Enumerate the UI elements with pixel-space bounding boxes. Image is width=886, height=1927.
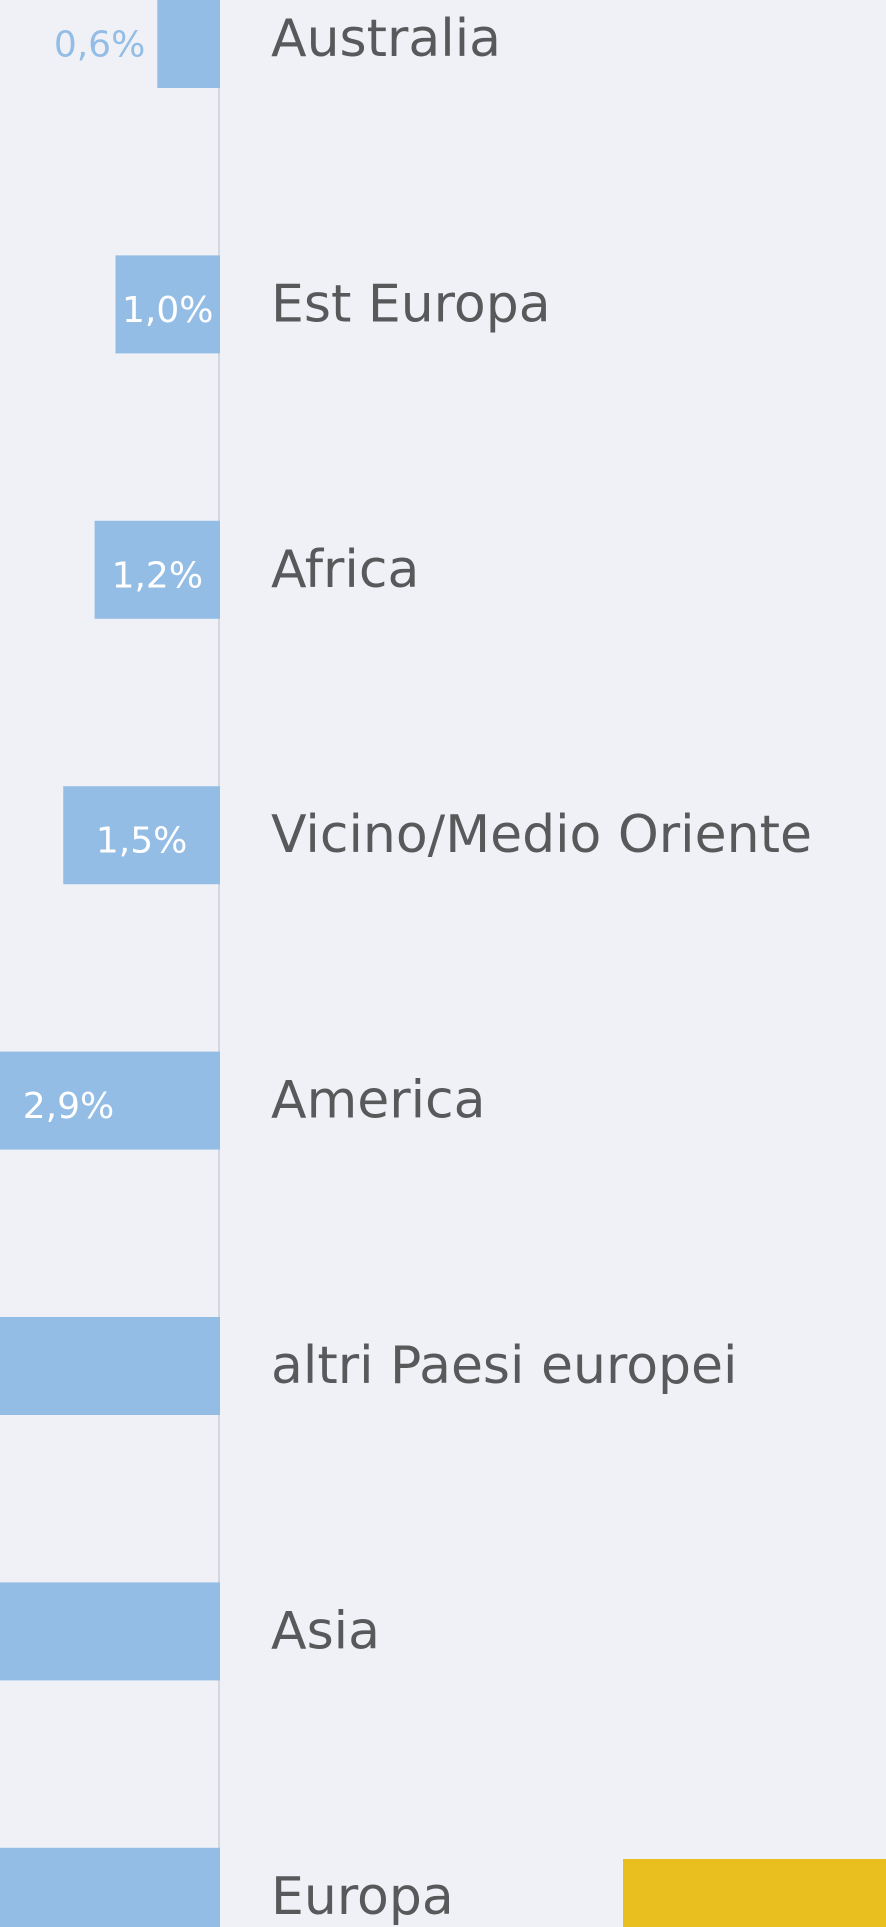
bar [0, 1582, 220, 1681]
value-label: 1,5% [96, 821, 187, 862]
bar [157, 0, 220, 88]
bar [0, 1317, 220, 1415]
bar [94, 520, 220, 619]
value-label: 1,2% [112, 555, 203, 596]
category-label: America [271, 1071, 486, 1131]
category-label: Africa [271, 540, 419, 600]
bar [63, 786, 220, 885]
category-label: altri Paesi europei [271, 1336, 737, 1396]
value-label: 2,9% [23, 1086, 114, 1127]
category-label: Europa [271, 1867, 454, 1927]
category-label: Est Europa [271, 274, 551, 334]
category-label: Vicino/Medio Oriente [271, 805, 812, 865]
bar [0, 1051, 220, 1150]
value-label: 0,6% [54, 25, 145, 66]
category-label: Asia [271, 1601, 380, 1661]
category-label: Australia [271, 9, 501, 69]
value-label: 1,0% [122, 290, 213, 331]
bar [115, 255, 220, 354]
decoration [623, 1859, 886, 1927]
bar [0, 1847, 220, 1927]
